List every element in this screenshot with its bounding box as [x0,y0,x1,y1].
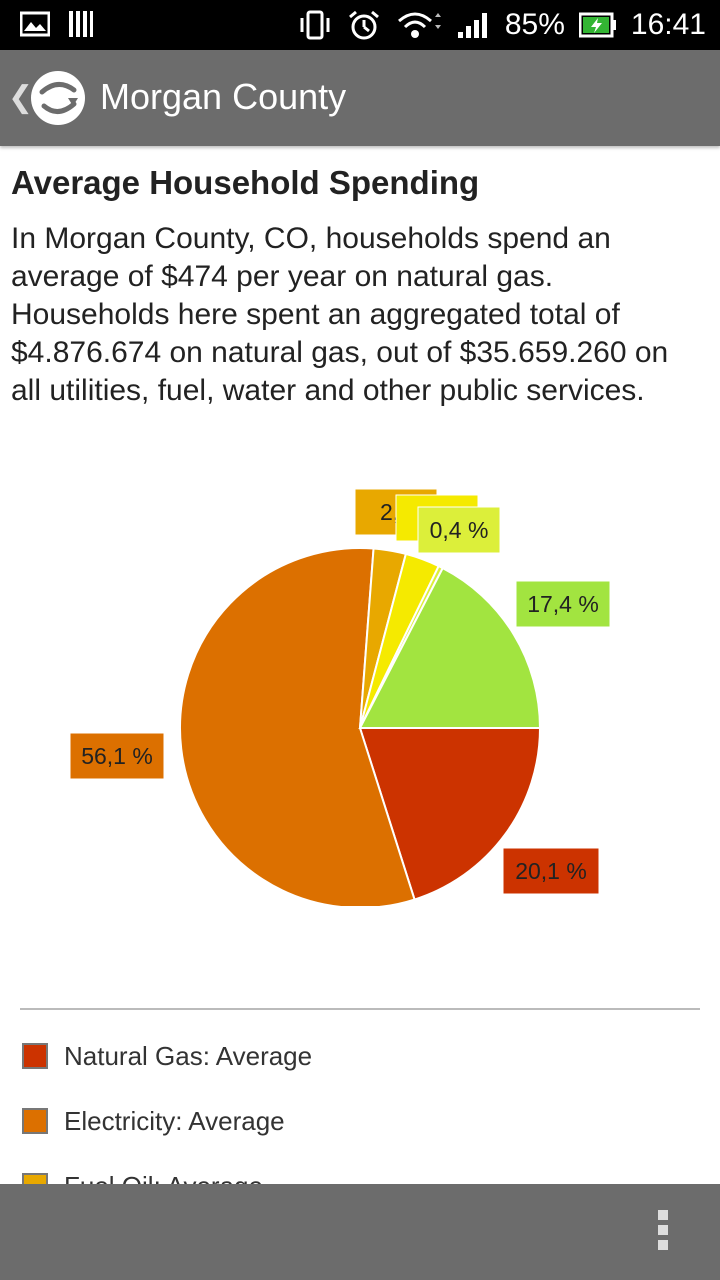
legend-item-natural-gas: Natural Gas: Average [22,1036,312,1076]
clock: 16:41 [630,8,706,41]
legend-label: Natural Gas: Average [64,1040,313,1071]
spending-pie-chart: 20,1 %56,1 %2,930,4 %17,4 % [69,488,611,906]
alarm-icon [348,10,379,40]
legend-item-electricity: Electricity: Average [22,1101,285,1141]
legend-item-fuel-oil: Fuel Oil: Average [22,1166,263,1184]
wifi-icon [397,12,441,38]
legend-swatch [22,1043,48,1069]
content-scroll-area[interactable]: Average Household Spending In Morgan Cou… [0,146,720,1184]
legend-divider [20,1008,700,1010]
battery-percent: 85% [504,8,565,41]
status-bar: 85% 16:41 [0,0,720,50]
pie-data-label: 17,4 % [515,580,611,628]
app-title: Morgan County [100,76,347,117]
spending-description: In Morgan County, CO, households spend a… [11,222,669,407]
pie-data-label: 56,1 % [69,732,165,780]
pie-label-text: 20,1 % [515,858,587,884]
pie-slice[interactable] [358,727,542,901]
legend-label: Electricity: Average [64,1105,285,1136]
pie-slice[interactable] [358,566,542,729]
pie-label-text: 0,4 % [430,517,489,543]
barcode-icon [69,11,93,37]
signal-icon [457,13,487,38]
pie-data-label: 20,1 % [502,847,600,895]
gallery-icon [20,11,50,37]
legend-swatch [22,1108,48,1134]
bottom-action-bar [0,1184,720,1280]
pie-data-label: 0,4 % [417,506,501,554]
overflow-menu-icon[interactable] [658,1210,672,1254]
battery-icon [578,12,616,38]
page-heading: Average Household Spending [11,164,480,201]
pie-label-box [417,506,501,554]
pie-label-box [69,732,165,780]
app-bar: ❮ Morgan County [0,50,720,146]
legend-swatch [22,1173,48,1184]
legend-label: Fuel Oil: Average [64,1171,263,1185]
back-chevron-icon[interactable]: ❮ [8,81,34,114]
pie-slice[interactable] [179,547,416,906]
pie-label-text: 56,1 % [81,743,153,769]
vibrate-icon [300,10,330,40]
pie-label-box [515,580,611,628]
pie-label-box [502,847,600,895]
pie-label-text: 17,4 % [527,591,599,617]
app-logo-icon[interactable] [28,68,88,128]
